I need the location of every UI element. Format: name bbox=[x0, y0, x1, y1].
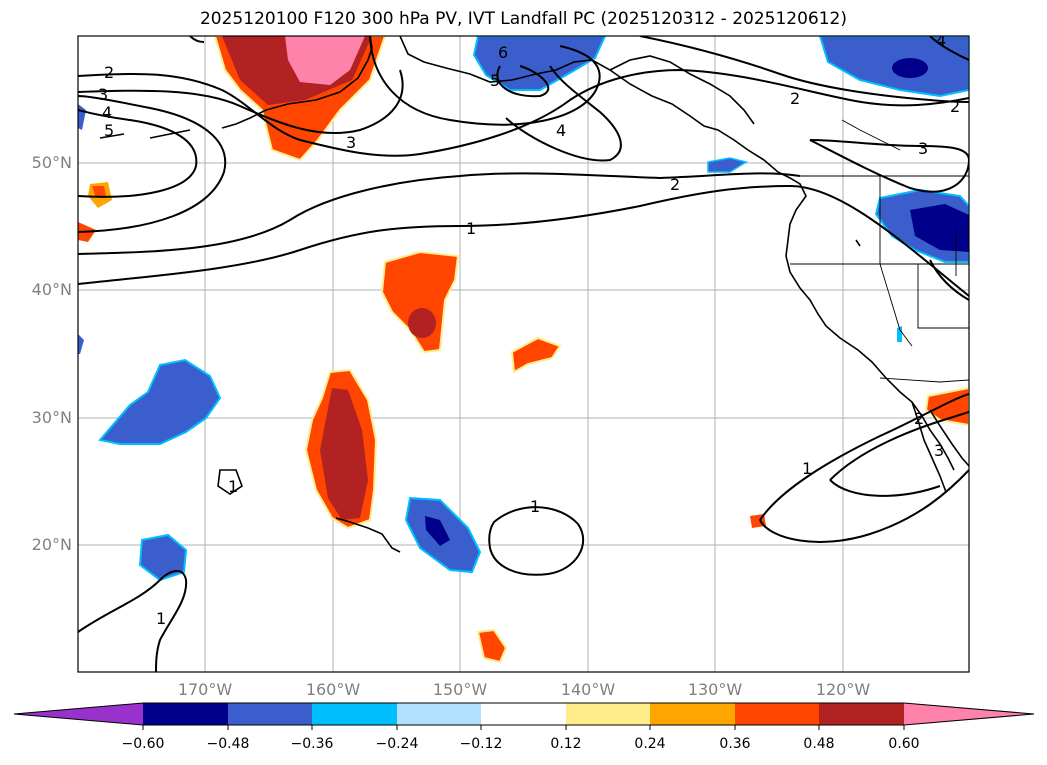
svg-text:2: 2 bbox=[670, 175, 680, 194]
colorbar-tick: 0.60 bbox=[888, 736, 920, 752]
svg-text:3: 3 bbox=[346, 133, 356, 152]
colorbar-tick: 0.36 bbox=[719, 736, 751, 752]
colorbar-tick: 0.48 bbox=[803, 736, 835, 752]
svg-text:4: 4 bbox=[102, 103, 112, 122]
svg-text:1: 1 bbox=[228, 477, 238, 496]
lon-label-160w: 160°W bbox=[305, 680, 361, 699]
colorbar-tick: −0.36 bbox=[290, 736, 334, 752]
lon-label-140w: 140°W bbox=[560, 680, 616, 699]
lon-label-130w: 130°W bbox=[687, 680, 743, 699]
svg-text:5: 5 bbox=[490, 71, 500, 90]
colorbar-tick: −0.48 bbox=[206, 736, 250, 752]
svg-text:3: 3 bbox=[934, 441, 944, 460]
colorbar-tick: 0.24 bbox=[634, 736, 666, 752]
plot-frame bbox=[77, 35, 970, 673]
svg-text:3: 3 bbox=[98, 85, 108, 104]
svg-text:1: 1 bbox=[156, 609, 166, 628]
lat-label-40n: 40°N bbox=[31, 280, 72, 299]
svg-text:2: 2 bbox=[914, 409, 924, 428]
svg-text:3: 3 bbox=[918, 139, 928, 158]
coastlines bbox=[99, 36, 969, 553]
contour-labels: 1 2 3 4 5 6 2 3 4 5 2 2 3 4 1 1 1 1 2 3 bbox=[98, 31, 960, 628]
colorbar-extend-low bbox=[14, 703, 143, 725]
colorbar bbox=[13, 702, 1035, 730]
positive-pv-anomalies bbox=[78, 36, 969, 664]
colorbar-tick: −0.12 bbox=[459, 736, 503, 752]
svg-text:6: 6 bbox=[498, 43, 508, 62]
svg-text:1: 1 bbox=[530, 497, 540, 516]
colorbar-tick: −0.60 bbox=[121, 736, 165, 752]
svg-text:1: 1 bbox=[466, 219, 476, 238]
lon-label-170w: 170°W bbox=[177, 680, 233, 699]
map-title: 2025120100 F120 300 hPa PV, IVT Landfall… bbox=[199, 9, 847, 29]
svg-text:1: 1 bbox=[802, 459, 812, 478]
lat-label-20n: 20°N bbox=[31, 535, 72, 554]
colorbar-extend-high bbox=[904, 703, 1034, 725]
negative-pv-anomalies bbox=[78, 36, 969, 582]
svg-text:4: 4 bbox=[936, 31, 946, 50]
lat-label-50n: 50°N bbox=[31, 153, 72, 172]
colorbar-tick: 0.12 bbox=[550, 736, 582, 752]
lat-label-30n: 30°N bbox=[31, 408, 72, 427]
colorbar-tick: −0.24 bbox=[375, 736, 419, 752]
svg-text:2: 2 bbox=[790, 89, 800, 108]
svg-text:2: 2 bbox=[104, 63, 114, 82]
lon-label-120w: 120°W bbox=[815, 680, 871, 699]
lon-label-150w: 150°W bbox=[432, 680, 488, 699]
svg-text:4: 4 bbox=[556, 121, 566, 140]
svg-text:5: 5 bbox=[104, 121, 114, 140]
svg-text:2: 2 bbox=[950, 97, 960, 116]
